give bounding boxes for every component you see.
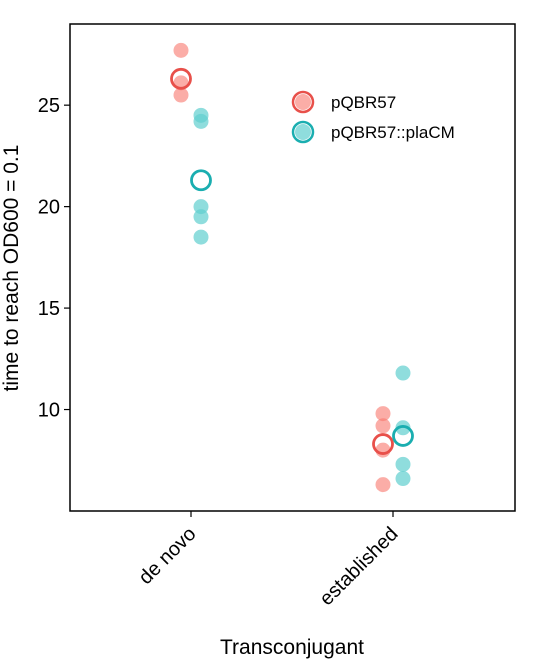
x-tick-label: de novo — [135, 523, 201, 589]
plot-panel — [69, 23, 516, 512]
data-point — [395, 471, 411, 487]
y-tick-label: 20 — [38, 197, 60, 219]
data-point — [395, 456, 411, 472]
data-point — [395, 365, 411, 381]
y-tick-label: 15 — [38, 298, 60, 320]
x-axis-title: Transconjugant — [220, 636, 364, 659]
mean-marker — [190, 169, 212, 192]
y-tick-label: 10 — [38, 400, 60, 422]
data-point — [375, 477, 391, 493]
y-axis-title: time to reach OD600 = 0.1 — [0, 145, 23, 392]
y-tick-label: 25 — [38, 95, 60, 117]
legend-marker-pQBR57-plaCM — [295, 124, 311, 140]
x-tick-label: established — [315, 523, 402, 610]
data-point — [193, 209, 209, 225]
data-point — [173, 87, 189, 103]
mean-marker — [170, 67, 192, 90]
mean-marker — [392, 425, 414, 447]
data-point — [375, 418, 391, 434]
data-point — [375, 442, 391, 458]
data-point — [193, 113, 209, 129]
data-points — [173, 42, 411, 493]
mean-marker — [372, 433, 394, 455]
data-point — [173, 42, 189, 58]
legend-ring-pQBR57 — [291, 90, 315, 114]
data-point — [193, 229, 209, 245]
legend: pQBR57 pQBR57::plaCM — [291, 90, 455, 144]
x-axis: de novo established — [135, 511, 403, 610]
legend-label-pQBR57: pQBR57 — [331, 93, 396, 112]
data-point — [375, 406, 391, 422]
legend-marker-pQBR57 — [295, 94, 311, 110]
legend-label-pQBR57-plaCM: pQBR57::plaCM — [331, 123, 455, 142]
y-axis: 10 15 20 25 — [38, 95, 70, 422]
mean-markers — [170, 67, 414, 455]
legend-ring-pQBR57-plaCM — [291, 120, 315, 144]
